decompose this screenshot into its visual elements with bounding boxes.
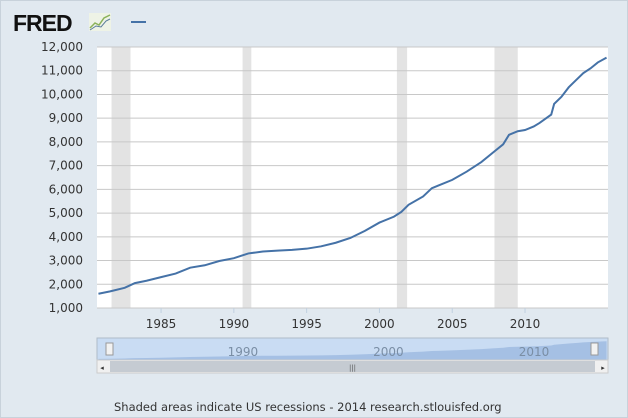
- x-tick-label: 2000: [364, 317, 395, 331]
- x-tick-label: 1985: [146, 317, 177, 331]
- navigator-area: [98, 341, 607, 360]
- fred-logo: FRED: [13, 10, 73, 36]
- y-tick-label: 10,000: [41, 87, 83, 101]
- legend-series-line[interactable]: [131, 21, 146, 23]
- recession-band: [396, 47, 408, 308]
- y-tick-label: 9,000: [49, 111, 83, 125]
- y-tick-label: 4,000: [49, 230, 83, 244]
- navigator-label: 2010: [519, 345, 550, 359]
- y-tick-label: 8,000: [49, 135, 83, 149]
- y-tick-label: 7,000: [49, 159, 83, 173]
- x-tick-label: 1995: [291, 317, 322, 331]
- recession-band: [242, 47, 252, 308]
- y-tick-label: 5,000: [49, 206, 83, 220]
- navigator-handle[interactable]: [590, 342, 599, 356]
- recession-band: [494, 47, 518, 308]
- series-line: [98, 56, 608, 295]
- navigator-label: 1990: [228, 345, 259, 359]
- navigator-handle[interactable]: [105, 342, 114, 356]
- recession-band: [111, 47, 131, 308]
- x-tick-label: 2005: [437, 317, 468, 331]
- plot-area: [97, 47, 608, 308]
- chart-sparkline-icon: [89, 13, 111, 31]
- y-tick-label: 12,000: [41, 40, 83, 54]
- scroll-left-arrow-icon[interactable]: ◂: [100, 364, 104, 372]
- y-tick-label: 1,000: [49, 301, 83, 315]
- y-tick-label: 11,000: [41, 64, 83, 78]
- recession-note: Shaded areas indicate US recessions - 20…: [114, 400, 502, 414]
- scrollbar-grip-icon: |||: [349, 364, 356, 372]
- scrollbar-thumb[interactable]: [110, 361, 595, 372]
- navigator-label: 2000: [373, 345, 404, 359]
- y-tick-label: 3,000: [49, 254, 83, 268]
- y-tick-label: 6,000: [49, 182, 83, 196]
- y-tick-label: 2,000: [49, 277, 83, 291]
- x-tick-label: 1990: [219, 317, 250, 331]
- x-tick-label: 2010: [510, 317, 541, 331]
- scroll-right-arrow-icon[interactable]: ▸: [601, 364, 605, 372]
